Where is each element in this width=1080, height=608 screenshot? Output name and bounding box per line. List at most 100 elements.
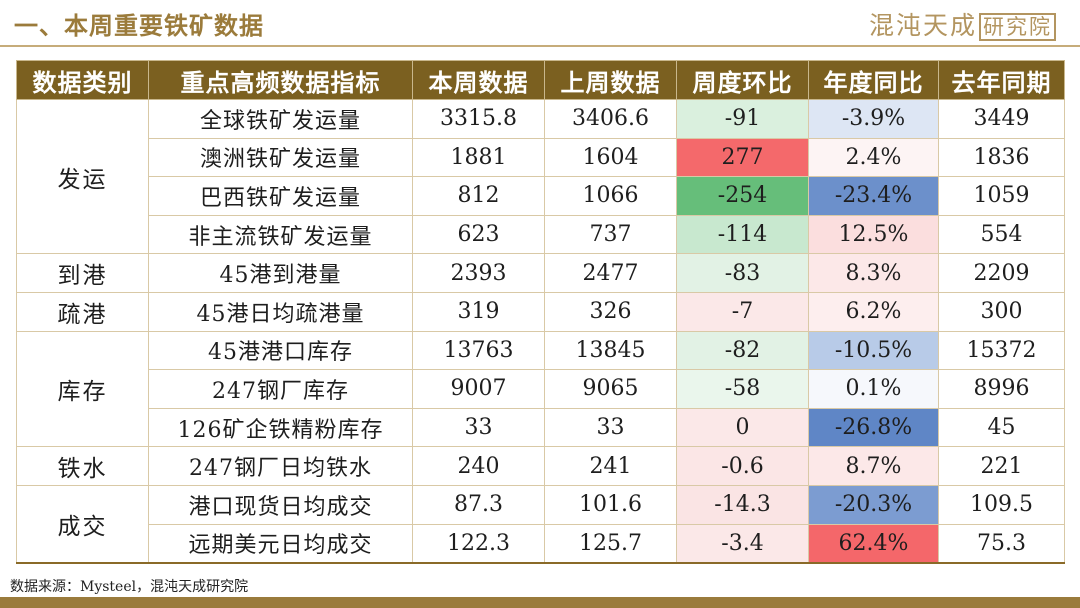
cell-indicator: 45港港口库存 (148, 330, 413, 371)
cell-wow: -14.3 (676, 484, 809, 525)
cell-this-week: 13763 (412, 330, 545, 371)
cell-last-year: 45 (938, 407, 1065, 448)
table-row: 非主流铁矿发运量 623 737 -114 12.5% 554 (17, 214, 1065, 255)
cell-last-year: 554 (938, 214, 1065, 255)
data-source-note: 数据来源：Mysteel，混沌天成研究院 (10, 579, 249, 595)
page-header: 一、本周重要铁矿数据 混沌天成 研究院 (0, 0, 1080, 47)
table-row: 247钢厂库存 9007 9065 -58 0.1% 8996 (17, 369, 1065, 409)
table-row: 发运 全球铁矿发运量 3315.8 3406.6 -91 -3.9% 3449 (16, 98, 1065, 255)
cell-last-week: 101.6 (544, 484, 677, 525)
table-row: 到港 45港到港量 2393 2477 -83 8.3% 2209 (16, 253, 1065, 293)
cell-indicator: 全球铁矿发运量 (148, 99, 413, 139)
cell-wow: 277 (676, 137, 809, 178)
cell-last-week: 13845 (544, 330, 677, 371)
cell-last-year: 3449 (938, 99, 1065, 139)
cell-yoy: 12.5% (808, 214, 939, 255)
header-category: 数据类别 (16, 60, 149, 100)
cell-this-week: 2393 (412, 253, 545, 293)
cell-yoy: 2.4% (808, 137, 939, 178)
cell-wow: -58 (676, 369, 809, 409)
cell-this-week: 319 (412, 291, 545, 332)
table-header-row: 数据类别 重点高频数据指标 本周数据 上周数据 周度环比 年度同比 去年同期 (16, 60, 1065, 100)
cell-category: 库存 (16, 330, 149, 448)
header-divider (0, 45, 1080, 47)
table-row: 澳洲铁矿发运量 1881 1604 277 2.4% 1836 (17, 137, 1065, 178)
cell-this-week: 9007 (412, 369, 545, 409)
header-this-week: 本周数据 (412, 60, 545, 100)
iron-ore-data-table: 数据类别 重点高频数据指标 本周数据 上周数据 周度环比 年度同比 去年同期 发… (16, 60, 1065, 565)
cell-last-week: 125.7 (544, 523, 677, 564)
cell-category: 疏港 (16, 291, 149, 332)
header-indicator: 重点高频数据指标 (148, 60, 413, 100)
cell-category: 铁水 (16, 446, 149, 486)
cell-last-week: 3406.6 (544, 99, 677, 139)
cell-last-week: 241 (544, 446, 677, 486)
footer-bar (0, 597, 1080, 608)
cell-wow: -0.6 (676, 446, 809, 486)
cell-yoy: -3.9% (808, 99, 939, 139)
cell-last-week: 33 (544, 407, 677, 448)
cell-wow: -254 (676, 176, 809, 216)
cell-indicator: 非主流铁矿发运量 (148, 214, 413, 255)
cell-last-year: 2209 (938, 253, 1065, 293)
cell-wow: -82 (676, 330, 809, 371)
cell-yoy: -10.5% (808, 330, 939, 371)
cell-category: 发运 (16, 98, 149, 255)
cell-yoy: -26.8% (808, 407, 939, 448)
cell-indicator: 247钢厂日均铁水 (148, 446, 413, 486)
cell-yoy: 8.7% (808, 446, 939, 486)
cell-indicator: 远期美元日均成交 (148, 523, 413, 564)
table-row: 126矿企铁精粉库存 33 33 0 -26.8% 45 (17, 407, 1065, 448)
cell-indicator: 247钢厂库存 (148, 369, 413, 409)
cell-wow: -83 (676, 253, 809, 293)
cell-last-year: 75.3 (938, 523, 1065, 564)
header-last-year: 去年同期 (938, 60, 1065, 100)
cell-this-week: 3315.8 (412, 99, 545, 139)
cell-this-week: 812 (412, 176, 545, 216)
cell-last-year: 15372 (938, 330, 1065, 371)
cell-last-year: 221 (938, 446, 1065, 486)
cell-this-week: 240 (412, 446, 545, 486)
table-row: 铁水 247钢厂日均铁水 240 241 -0.6 8.7% 221 (16, 446, 1065, 486)
cell-indicator: 港口现货日均成交 (148, 484, 413, 525)
table-row: 远期美元日均成交 122.3 125.7 -3.4 62.4% 75.3 (17, 523, 1065, 564)
brand-name: 混沌天成 (868, 11, 977, 40)
cell-yoy: 6.2% (808, 291, 939, 332)
table-row: 库存 45港港口库存 13763 13845 -82 -10.5% 15372 (16, 330, 1065, 448)
cell-yoy: 0.1% (808, 369, 939, 409)
cell-yoy: 62.4% (808, 523, 939, 564)
cell-yoy: 8.3% (808, 253, 939, 293)
cell-this-week: 87.3 (412, 484, 545, 525)
cell-last-year: 300 (938, 291, 1065, 332)
cell-wow: -3.4 (676, 523, 809, 564)
cell-indicator: 45港到港量 (148, 253, 413, 293)
cell-yoy: -20.3% (808, 484, 939, 525)
cell-last-week: 737 (544, 214, 677, 255)
cell-this-week: 122.3 (412, 523, 545, 564)
cell-last-week: 326 (544, 291, 677, 332)
brand-institute: 研究院 (979, 13, 1056, 41)
page-title: 一、本周重要铁矿数据 (14, 11, 264, 40)
cell-last-year: 8996 (938, 369, 1065, 409)
cell-this-week: 623 (412, 214, 545, 255)
cell-wow: 0 (676, 407, 809, 448)
cell-indicator: 巴西铁矿发运量 (148, 176, 413, 216)
cell-yoy: -23.4% (808, 176, 939, 216)
table-row: 成交 港口现货日均成交 87.3 101.6 -14.3 -20.3% 109.5 (16, 484, 1065, 564)
header-last-week: 上周数据 (544, 60, 677, 100)
brand-logo: 混沌天成 研究院 (869, 6, 1056, 42)
table-row: 巴西铁矿发运量 812 1066 -254 -23.4% 1059 (17, 176, 1065, 216)
cell-this-week: 33 (412, 407, 545, 448)
header-wow: 周度环比 (676, 60, 809, 100)
cell-indicator: 澳洲铁矿发运量 (148, 137, 413, 178)
cell-last-year: 1836 (938, 137, 1065, 178)
data-table: 数据类别 重点高频数据指标 本周数据 上周数据 周度环比 年度同比 去年同期 发… (16, 60, 1065, 565)
cell-last-week: 1604 (544, 137, 677, 178)
cell-wow: -114 (676, 214, 809, 255)
cell-last-week: 1066 (544, 176, 677, 216)
cell-wow: -7 (676, 291, 809, 332)
cell-category: 成交 (16, 484, 149, 564)
cell-last-year: 109.5 (938, 484, 1065, 525)
cell-last-year: 1059 (938, 176, 1065, 216)
header-yoy: 年度同比 (808, 60, 939, 100)
